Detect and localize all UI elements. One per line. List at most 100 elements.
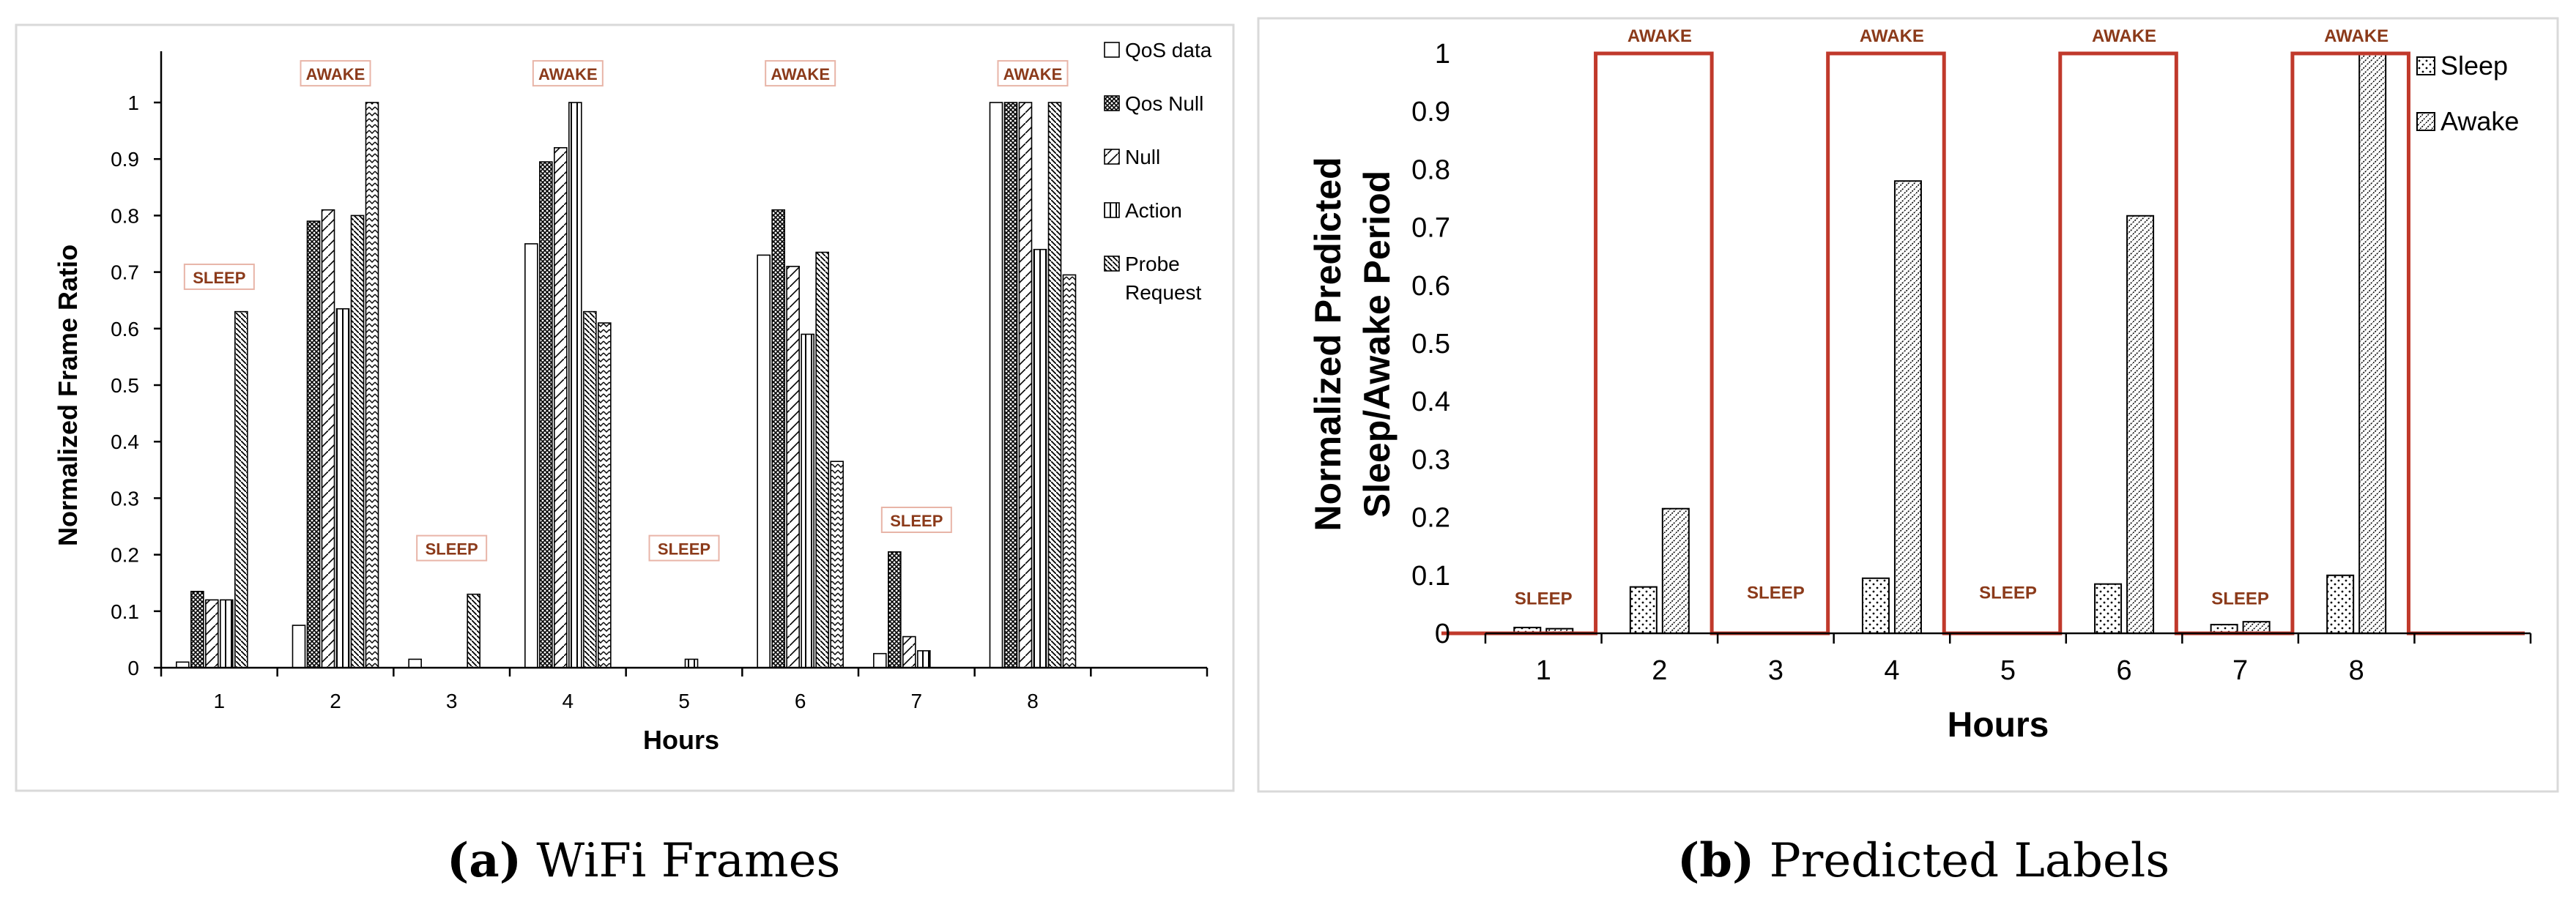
b-y-tick-label: 0.5: [1411, 329, 1450, 359]
a-bar-null-hour-1: [205, 599, 219, 668]
a-bar-qos-null-hour-7: [888, 551, 902, 668]
a-bar-qos-null-hour-1: [190, 590, 204, 668]
b-bar-awake-hour-2: [1661, 507, 1690, 634]
a-annotation-box: [300, 60, 371, 87]
a-bar-extra-hour-2: [365, 102, 379, 668]
chart-wifi-frames: 0 0.1 0.2 0.3 0.4 0.5 0.6 0.7 0.8 0.9 1 1 2 3 4 5 6 7 8 S…: [53, 39, 1212, 755]
a-bar-null-hour-6: [786, 266, 800, 668]
a-bar-probe-request-hour-4: [583, 310, 597, 668]
a-bar-probe-request-hour-2: [350, 215, 365, 668]
b-x-tick-label: 7: [2232, 655, 2248, 686]
a-y-tick-label: 0.8: [111, 204, 139, 227]
a-bar-qos-data-hour-8: [989, 102, 1003, 668]
b-legend-swatch: [2416, 112, 2435, 131]
a-annotation-box: [416, 534, 488, 562]
a-legend-swatch: [1104, 95, 1120, 111]
a-annotation-box: [648, 534, 720, 562]
a-bar-action-hour-8: [1033, 248, 1047, 668]
a-bar-qos-null-hour-2: [306, 220, 321, 668]
a-legend-swatch: [1104, 42, 1120, 58]
a-x-axis-title: Hours: [643, 725, 719, 755]
a-annotation-awake: AWAKE: [1003, 65, 1063, 83]
a-annotation-box: [880, 507, 952, 533]
b-bar-awake-hour-8: [2358, 53, 2387, 634]
b-axes: [1484, 632, 2532, 644]
a-y-tick-label: 0.7: [111, 261, 139, 284]
b-y-tick-label: 0.7: [1411, 213, 1450, 244]
b-bar-sleep-hour-4: [1861, 577, 1890, 635]
a-annotation-box: [183, 264, 255, 291]
b-bar-awake-hour-6: [2126, 215, 2155, 634]
a-bar-probe-request-hour-1: [234, 310, 248, 668]
a-bar-null-hour-2: [321, 209, 335, 668]
b-annotation-sleep: SLEEP: [1515, 589, 1573, 608]
a-x-tick-label: 2: [330, 690, 341, 712]
b-bar-sleep-hour-8: [2326, 574, 2355, 634]
a-annotation-sleep: SLEEP: [658, 540, 710, 559]
b-x-tick-label: 5: [2000, 655, 2016, 686]
b-y-tick-label: 1: [1435, 39, 1450, 70]
a-y-tick-label: 0.5: [111, 374, 139, 397]
a-annotation-awake: AWAKE: [771, 65, 830, 83]
b-y-tick-label: 0.1: [1411, 561, 1450, 592]
a-annotation-awake: AWAKE: [538, 65, 598, 83]
a-annotation-box: [765, 60, 836, 87]
b-y-tick-label: 0: [1435, 619, 1450, 649]
a-bar-action-hour-7: [917, 650, 931, 668]
a-x-tick-label: 6: [795, 690, 806, 712]
a-state-annotations: SLEEP AWAKE SLEEP AWAKE SLEEP AWAKE SLEEP AWAKE: [183, 60, 1069, 562]
b-y-tick-label: 0.6: [1411, 271, 1450, 302]
a-bar-null-hour-7: [902, 636, 916, 668]
a-legend-swatch: [1104, 149, 1120, 165]
a-x-tick-label: 8: [1027, 690, 1039, 712]
a-bar-null-hour-8: [1018, 102, 1033, 668]
a-y-tick-label: 0.1: [111, 600, 139, 623]
a-annotation-sleep: SLEEP: [193, 269, 245, 287]
a-legend-label: Probe: [1125, 253, 1191, 275]
b-x-tick-label: 2: [1652, 655, 1667, 686]
chart-predicted-labels: 0 0.1 0.2 0.3 0.4 0.5 0.6 0.7 0.8 0.9 1 1 2 3 4 5 6 7 8 S…: [1307, 26, 2532, 745]
a-legend-label: Request: [1125, 281, 1202, 304]
b-x-tick-label: 3: [1768, 655, 1783, 686]
b-y-axis-title-line2: Sleep/Awake Period: [1356, 171, 1398, 518]
b-annotation-sleep: SLEEP: [1747, 583, 1805, 603]
a-bar-action-hour-1: [220, 599, 234, 668]
b-bar-sleep-hour-6: [2094, 583, 2123, 634]
b-bar-sleep-hour-2: [1629, 586, 1658, 635]
b-legend: Sleep Awake: [2416, 51, 2519, 136]
b-annotation-sleep: SLEEP: [1979, 583, 2037, 603]
a-y-tick-label: 0.3: [111, 487, 139, 510]
a-legend-swatch: [1104, 256, 1120, 272]
b-x-tick-labels: 1 2 3 4 5 6 7 8: [1536, 655, 2364, 686]
a-bar-qos-null-hour-8: [1003, 102, 1018, 668]
a-bar-qos-data-hour-4: [524, 243, 538, 668]
a-legend-label: Action: [1125, 199, 1182, 222]
a-legend-label: QoS data: [1125, 39, 1212, 62]
b-x-tick-label: 4: [1884, 655, 1899, 686]
b-y-axis-title-line1: Normalized Predicted: [1307, 157, 1348, 531]
b-x-tick-label: 1: [1536, 655, 1551, 686]
b-y-tick-label: 0.3: [1411, 444, 1450, 475]
b-x-axis-title: Hours: [1948, 706, 2049, 745]
a-bar-action-hour-4: [568, 102, 582, 668]
b-y-tick-label: 0.8: [1411, 154, 1450, 185]
a-bar-extra-hour-4: [598, 322, 612, 668]
a-annotation-box: [997, 60, 1069, 87]
a-x-tick-label: 5: [678, 690, 690, 712]
a-annotation-awake: AWAKE: [306, 65, 365, 83]
a-legend-label: Qos Null: [1125, 92, 1203, 115]
a-bar-qos-null-hour-4: [539, 161, 553, 668]
a-y-tick-label: 1: [127, 92, 139, 114]
b-legend-label: Sleep: [2440, 51, 2508, 81]
b-legend-label: Awake: [2440, 106, 2519, 136]
caption-a-letter: (a): [447, 833, 521, 888]
a-y-axis-title: Normalized Frame Ratio: [53, 245, 83, 546]
a-legend-swatch: [1104, 202, 1120, 218]
a-bar-qos-null-hour-6: [771, 209, 785, 668]
a-bar-probe-request-hour-6: [815, 251, 829, 668]
a-bar-qos-data-hour-2: [292, 625, 306, 668]
caption-b-letter: (b): [1677, 833, 1754, 888]
a-legend: QoS data Qos Null Null Action Probe Request: [1104, 39, 1212, 304]
a-x-tick-label: 7: [911, 690, 923, 712]
